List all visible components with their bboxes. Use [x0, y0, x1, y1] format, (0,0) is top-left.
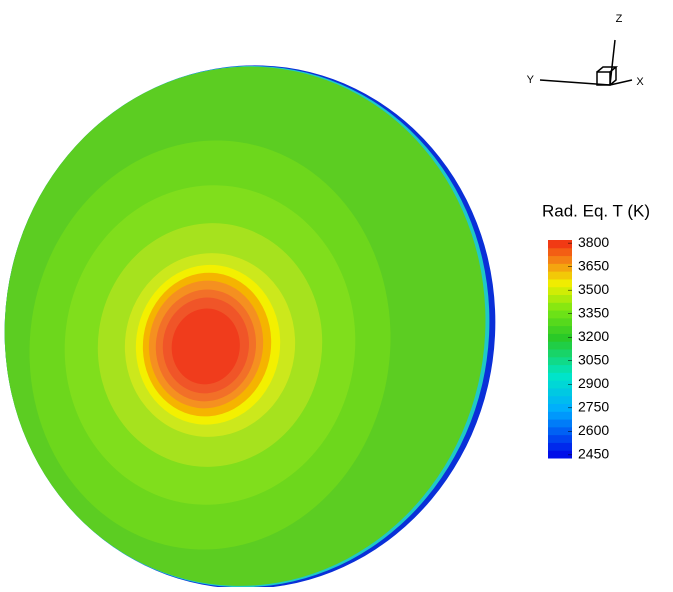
triad-box	[596, 71, 611, 86]
colorbar-band	[548, 271, 572, 280]
colorbar-band	[548, 411, 572, 420]
contour-band	[171, 308, 240, 385]
colorbar-band	[548, 450, 572, 459]
colorbar-band	[548, 341, 572, 350]
x-axis-label: X	[636, 76, 644, 88]
colorbar-band	[548, 356, 572, 366]
colorbar-band	[548, 387, 572, 397]
colorbar-band	[548, 286, 572, 295]
colorbar-tick-label: 2900	[578, 375, 609, 391]
colorbar: 3800 3650 3500 3350 3200 3050 2900 2750 2600 2450	[548, 234, 609, 462]
colorbar-band	[548, 278, 572, 288]
contours	[29, 140, 391, 550]
colorbar-band	[548, 349, 572, 358]
colorbar-band	[548, 294, 572, 303]
colorbar-band	[548, 255, 572, 264]
x-axis-arrow	[609, 79, 633, 86]
legend-title: Rad. Eq. T (K)	[542, 201, 650, 220]
colorbar-band	[548, 403, 572, 412]
colorbar-tick-label: 3800	[578, 234, 609, 250]
colorbar-tick-label: 3500	[578, 281, 609, 297]
colorbar-tick-label: 3650	[578, 257, 609, 273]
colorbar-band	[548, 247, 572, 257]
colorbar-band	[548, 302, 572, 311]
colorbar-band	[548, 442, 572, 451]
y-axis-label: Y	[527, 74, 535, 86]
colorbar-tick-label: 3050	[578, 351, 609, 367]
colorbar-band	[548, 317, 572, 327]
triad-box-side	[609, 67, 617, 86]
y-axis-arrow	[539, 79, 611, 86]
colorbar-tick-label: 2450	[578, 446, 609, 462]
colorbar-tick-label: 3200	[578, 328, 609, 344]
axis-triad	[539, 39, 633, 86]
colorbar-band	[548, 333, 572, 342]
colorbar-tick-label: 2750	[578, 399, 609, 415]
colorbar-band	[548, 380, 572, 389]
colorbar-band	[548, 310, 572, 319]
colorbar-band	[548, 364, 572, 373]
colorbar-tick-label: 2600	[578, 422, 609, 438]
z-axis-label: Z	[616, 13, 623, 25]
colorbar-band	[548, 263, 572, 272]
colorbar-tick-label: 3350	[578, 304, 609, 320]
colorbar-band	[548, 419, 572, 428]
colorbar-band	[548, 372, 572, 381]
triad-box-top	[596, 66, 619, 73]
colorbar-band	[548, 240, 572, 249]
colorbar-band	[548, 395, 572, 404]
colorbar-band	[548, 325, 572, 334]
colorbar-band	[548, 434, 572, 443]
z-axis-arrow	[609, 39, 616, 86]
colorbar-band	[548, 426, 572, 436]
